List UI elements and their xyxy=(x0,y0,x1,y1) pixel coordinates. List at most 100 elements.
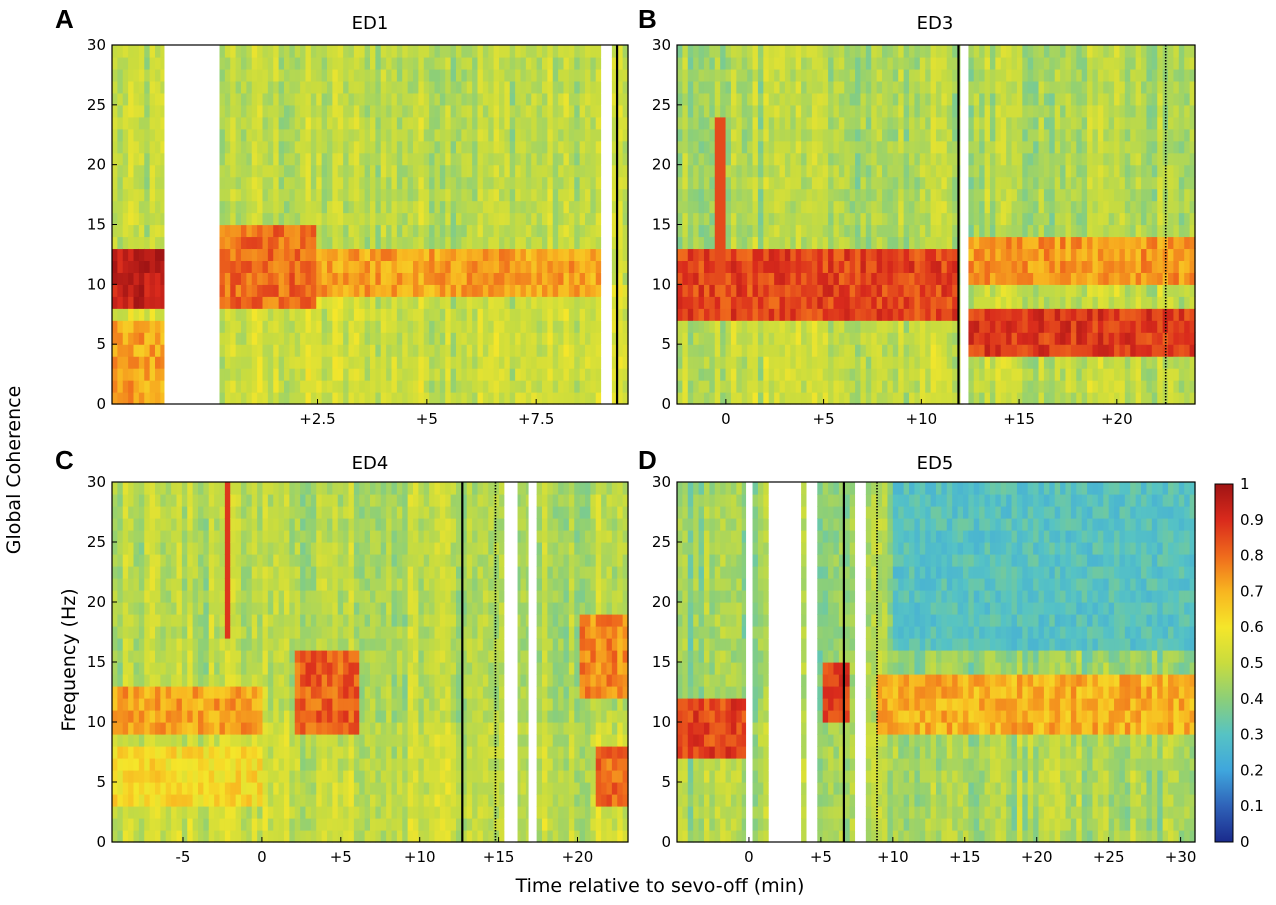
heatmap-cell xyxy=(477,296,484,309)
heatmap-cell xyxy=(300,248,307,261)
heatmap-cell xyxy=(919,164,926,178)
heatmap-cell xyxy=(439,392,446,405)
heatmap-cell xyxy=(595,188,602,202)
heatmap-cell xyxy=(445,164,452,178)
heatmap-cell xyxy=(241,224,247,238)
heatmap-cell xyxy=(774,164,781,178)
heatmap-cell xyxy=(547,92,554,106)
heatmap-cell xyxy=(310,368,317,381)
heatmap-cell xyxy=(768,164,775,178)
heatmap-cell xyxy=(828,92,835,106)
heatmap-cell xyxy=(595,380,602,393)
heatmap-cell xyxy=(930,68,937,82)
heatmap-cell xyxy=(882,260,889,273)
heatmap-cell xyxy=(219,200,226,214)
heatmap-cell xyxy=(413,140,419,154)
heatmap-cell xyxy=(919,320,926,333)
heatmap-cell xyxy=(989,188,996,202)
heatmap-cell xyxy=(472,68,479,82)
heatmap-cell xyxy=(774,212,781,226)
heatmap-cell xyxy=(1000,296,1007,309)
heatmap-cell xyxy=(774,188,781,202)
heatmap-cell xyxy=(364,116,371,130)
heatmap-cell xyxy=(128,332,135,345)
heatmap-cell xyxy=(919,152,926,166)
heatmap-cell xyxy=(757,68,764,82)
heatmap-cell xyxy=(413,320,419,333)
heatmap-cell xyxy=(138,152,145,166)
heatmap-cell xyxy=(434,332,441,345)
heatmap-cell xyxy=(353,68,360,82)
heatmap-cell xyxy=(806,140,813,154)
heatmap-cell xyxy=(257,176,264,190)
heatmap-cell xyxy=(552,236,559,250)
heatmap-cell xyxy=(391,56,398,70)
heatmap-cell xyxy=(450,140,457,154)
heatmap-cell xyxy=(386,284,393,297)
heatmap-cell xyxy=(482,284,489,297)
heatmap-cell xyxy=(892,272,899,285)
heatmap-cell xyxy=(1000,332,1007,345)
heatmap-cell xyxy=(251,368,258,381)
heatmap-cell xyxy=(1043,392,1050,405)
heatmap-cell xyxy=(138,296,145,309)
heatmap-cell xyxy=(122,332,129,345)
heatmap-cell xyxy=(1000,68,1007,82)
heatmap-cell xyxy=(925,200,932,214)
heatmap-cell xyxy=(1006,45,1013,58)
heatmap-cell xyxy=(855,80,862,94)
heatmap-cell xyxy=(525,188,532,202)
heatmap-cell xyxy=(112,356,118,369)
heatmap-cell xyxy=(257,224,264,238)
heatmap-cell xyxy=(574,188,581,202)
heatmap-cell xyxy=(849,236,856,250)
heatmap-cell xyxy=(520,200,527,214)
heatmap-cell xyxy=(423,140,430,154)
heatmap-cell xyxy=(979,248,986,261)
heatmap-cell xyxy=(160,332,167,345)
heatmap-cell xyxy=(515,380,522,393)
heatmap-cell xyxy=(952,224,959,238)
heatmap-cell xyxy=(725,356,732,369)
heatmap-cell xyxy=(262,140,269,154)
heatmap-cell xyxy=(542,380,548,393)
heatmap-cell xyxy=(257,308,264,321)
heatmap-cell xyxy=(461,212,468,226)
heatmap-cell xyxy=(321,392,328,405)
heatmap-cell xyxy=(677,164,683,178)
heatmap-cell xyxy=(246,200,253,214)
heatmap-cell xyxy=(774,92,781,106)
heatmap-cell xyxy=(525,296,532,309)
heatmap-cell xyxy=(930,344,937,357)
heatmap-cell xyxy=(903,320,910,333)
heatmap-cell xyxy=(343,140,350,154)
heatmap-cell xyxy=(1016,272,1023,285)
heatmap-cell xyxy=(838,92,845,106)
heatmap-cell xyxy=(456,92,462,106)
heatmap-cell xyxy=(289,176,296,190)
heatmap-cell xyxy=(1000,164,1007,178)
heatmap-cell xyxy=(568,272,575,285)
heatmap-cell xyxy=(407,236,414,250)
heatmap-cell xyxy=(316,128,323,142)
heatmap-cell xyxy=(1000,392,1007,405)
heatmap-cell xyxy=(391,176,398,190)
heatmap-cell xyxy=(310,308,317,321)
heatmap-cell xyxy=(898,272,905,285)
heatmap-cell xyxy=(235,45,242,58)
heatmap-cell xyxy=(622,260,629,273)
heatmap-cell xyxy=(461,128,468,142)
heatmap-cell xyxy=(1049,284,1056,297)
heatmap-cell xyxy=(995,296,1002,309)
heatmap-cell xyxy=(327,356,333,369)
heatmap-cell xyxy=(817,272,824,285)
heatmap-cell xyxy=(795,164,802,178)
heatmap-cell xyxy=(402,104,409,118)
heatmap-cell xyxy=(801,128,808,142)
heatmap-cell xyxy=(855,164,862,178)
heatmap-cell xyxy=(402,344,409,357)
heatmap-cell xyxy=(774,296,781,309)
heatmap-cell xyxy=(155,272,161,285)
heatmap-cell xyxy=(482,260,489,273)
heatmap-cell xyxy=(1006,104,1013,118)
